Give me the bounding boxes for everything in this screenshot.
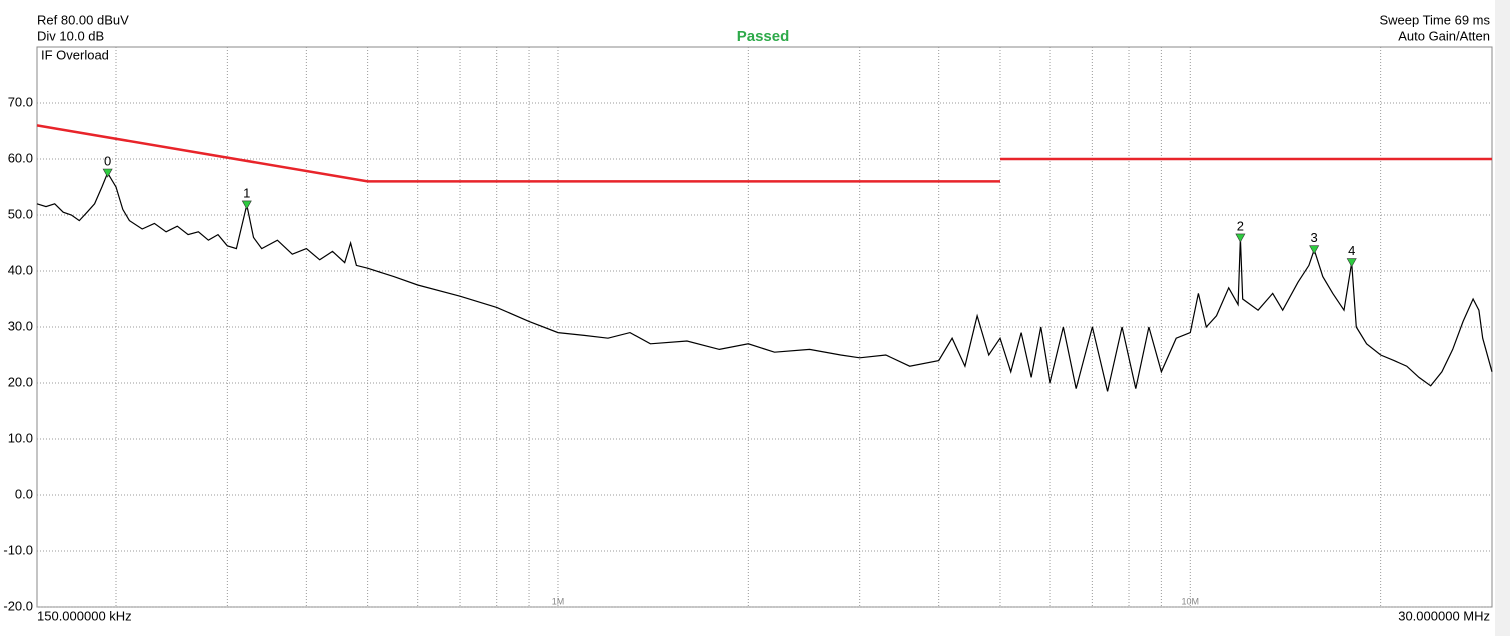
y-tick-label: -10.0 [3, 542, 33, 557]
marker-label: 3 [1311, 230, 1318, 245]
y-tick-label: 30.0 [8, 318, 33, 333]
y-tick-label: 70.0 [8, 94, 33, 109]
y-tick-label: 10.0 [8, 430, 33, 445]
marker-label: 2 [1237, 218, 1244, 233]
marker [1309, 245, 1320, 255]
x-start-label: 150.000000 kHz [37, 608, 132, 623]
div-text: Div 10.0 dB [37, 28, 104, 43]
limit-line [36, 124, 1492, 183]
sweep-text: Sweep Time 69 ms [1379, 12, 1490, 27]
y-tick-label: 20.0 [8, 374, 33, 389]
trace-line [36, 171, 1493, 392]
marker [1235, 233, 1246, 243]
overload-text: IF Overload [41, 47, 109, 62]
y-tick-label: 60.0 [8, 150, 33, 165]
marker-label: 4 [1348, 243, 1355, 258]
marker [102, 168, 113, 178]
marker [1346, 258, 1357, 268]
gain-text: Auto Gain/Atten [1398, 28, 1490, 43]
marker-label: 0 [104, 153, 111, 168]
x-tick-label: 1M [552, 596, 565, 606]
x-tick-label: 10M [1182, 596, 1200, 606]
scrollbar [1495, 0, 1510, 636]
status: Passed [737, 28, 790, 45]
marker [241, 200, 252, 210]
y-tick-label: 0.0 [15, 486, 33, 501]
marker-label: 1 [243, 185, 250, 200]
y-tick-label: -20.0 [3, 598, 33, 613]
y-tick-label: 50.0 [8, 206, 33, 221]
ref-text: Ref 80.00 dBuV [37, 12, 129, 27]
x-end-label: 30.000000 MHz [1398, 608, 1490, 623]
y-tick-label: 40.0 [8, 262, 33, 277]
